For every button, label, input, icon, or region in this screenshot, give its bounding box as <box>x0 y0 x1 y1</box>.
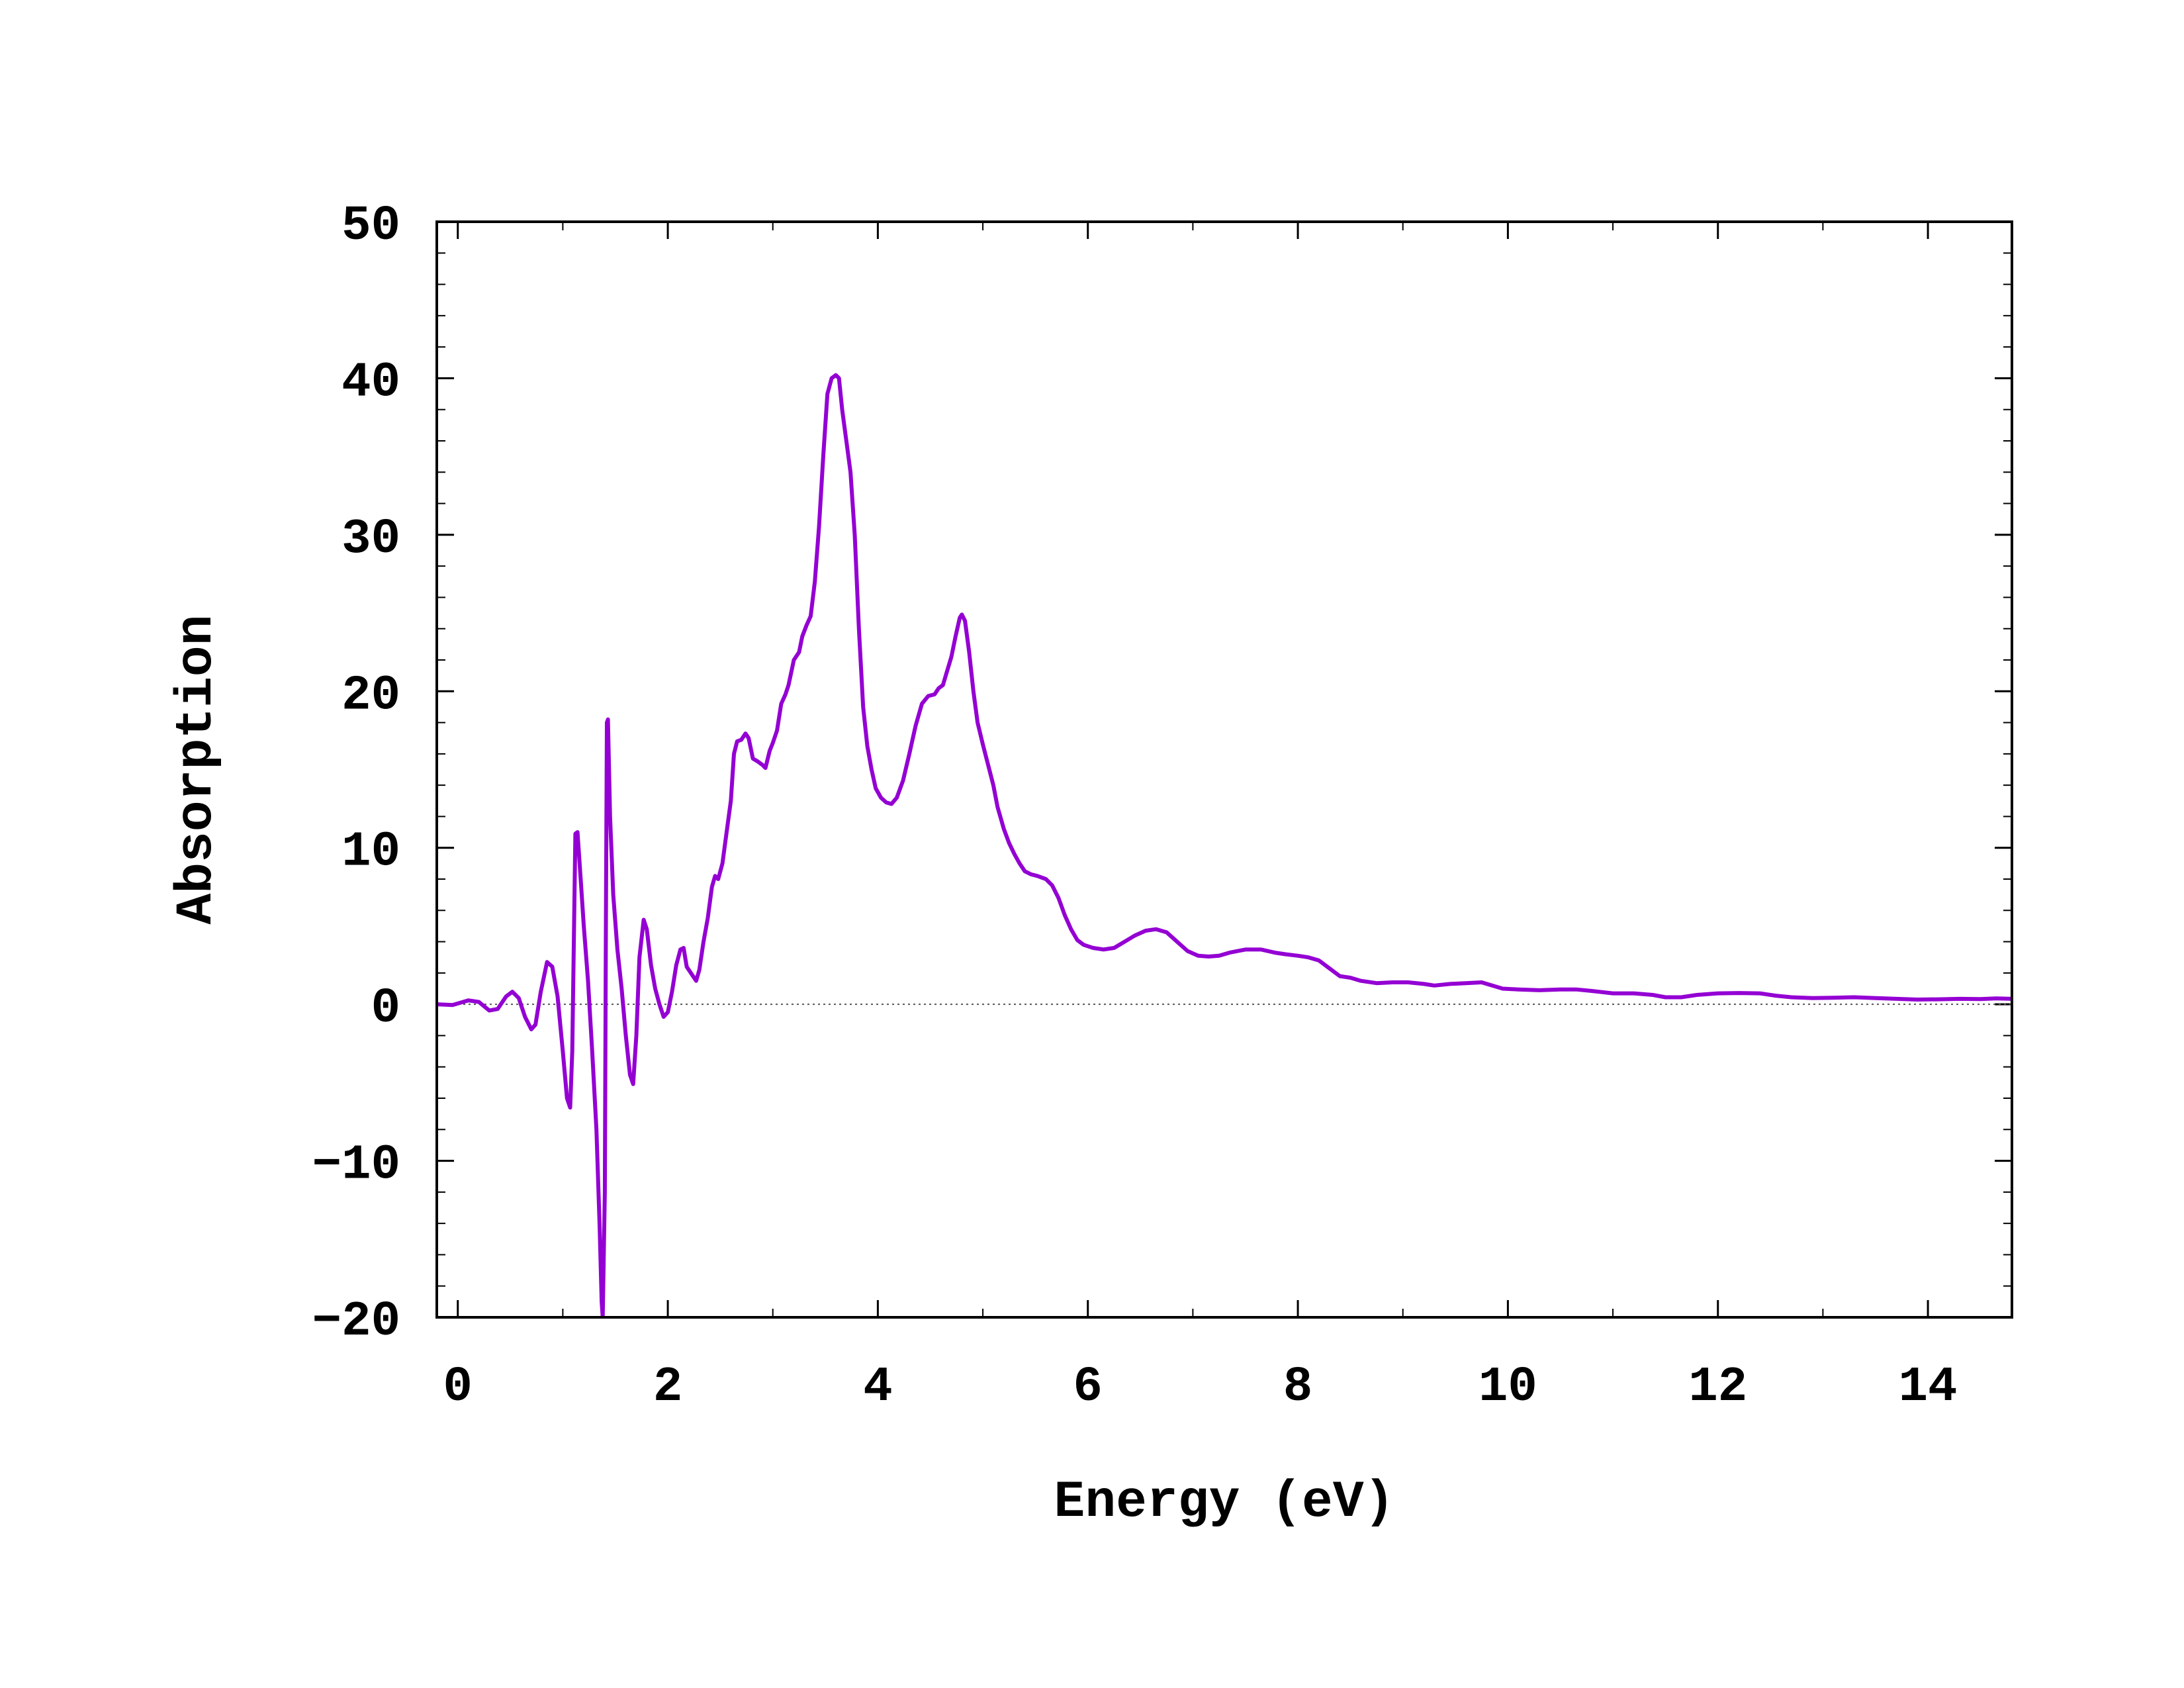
x-axis-title: Energy (eV) <box>1054 1474 1395 1532</box>
x-tick-label: 6 <box>1073 1360 1103 1415</box>
x-tick-label: 8 <box>1283 1360 1312 1415</box>
y-tick-label: −10 <box>312 1138 400 1194</box>
y-tick-label: 40 <box>341 355 400 410</box>
x-tick-label: 12 <box>1688 1360 1747 1415</box>
series-layer <box>437 373 2012 1317</box>
x-tick-label: 14 <box>1899 1360 1958 1415</box>
y-tick-label: 10 <box>341 825 400 880</box>
y-tick-label: 30 <box>341 512 400 567</box>
x-tick-label: 2 <box>653 1360 682 1415</box>
x-tick-label: 0 <box>443 1360 473 1415</box>
x-tick-label: 4 <box>863 1360 892 1415</box>
x-tick-label: 10 <box>1479 1360 1537 1415</box>
y-tick-labels: −20 −10 0 10 20 30 40 50 <box>312 199 400 1350</box>
absorption-series-line <box>437 373 2012 1317</box>
y-tick-label: 50 <box>341 199 400 254</box>
y-tick-label: 20 <box>341 668 400 724</box>
y-axis-title: Absorption <box>168 614 226 924</box>
x-tick-labels: 0 2 4 6 8 10 12 14 <box>443 1360 1958 1415</box>
axis-ticks <box>437 220 2012 1319</box>
y-tick-label: −20 <box>312 1294 400 1350</box>
plot-frame <box>435 220 2013 1319</box>
y-tick-label: 0 <box>371 981 400 1037</box>
